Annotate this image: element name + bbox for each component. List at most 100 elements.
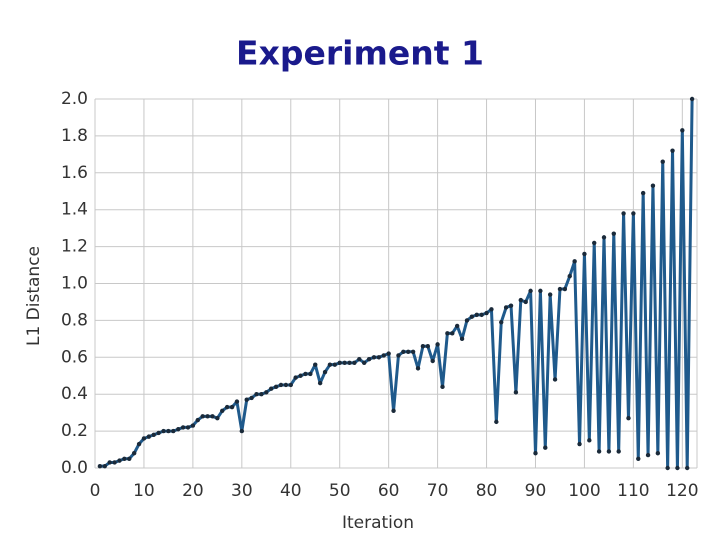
data-point: [97, 463, 103, 469]
data-point: [503, 305, 509, 310]
y-tick-label: 0.6: [61, 347, 88, 367]
data-point: [107, 460, 112, 465]
data-point: [205, 414, 210, 419]
data-point: [665, 465, 670, 471]
data-point: [474, 312, 479, 318]
data-point: [636, 456, 641, 461]
x-tick-label: 80: [476, 481, 498, 501]
x-tick-label: 60: [378, 481, 400, 501]
data-point: [499, 320, 504, 325]
data-point: [513, 390, 519, 395]
data-point: [215, 415, 220, 421]
y-tick-label: 1.2: [61, 237, 88, 257]
data-point: [264, 390, 269, 395]
data-point: [538, 288, 543, 294]
y-tick-label: 0.4: [61, 384, 88, 404]
data-point: [577, 441, 582, 447]
data-point: [268, 386, 274, 391]
data-point: [420, 344, 426, 349]
data-point: [102, 463, 107, 469]
data-point: [552, 377, 558, 382]
data-point: [381, 353, 386, 358]
data-point: [210, 414, 215, 419]
x-tick-label: 50: [329, 481, 351, 501]
data-point: [117, 458, 122, 463]
data-point: [131, 451, 137, 456]
data-point: [445, 331, 450, 336]
data-point: [621, 211, 626, 216]
data-point: [508, 303, 514, 308]
data-point: [151, 432, 156, 437]
data-point: [680, 128, 685, 133]
data-point: [259, 392, 264, 397]
data-point: [347, 360, 352, 366]
data-point: [185, 425, 191, 430]
data-point: [543, 445, 548, 450]
data-point: [298, 373, 303, 378]
x-tick-label: 20: [182, 481, 204, 501]
data-point: [425, 344, 431, 349]
y-tick-label: 0.8: [61, 310, 88, 330]
data-point: [229, 404, 235, 410]
data-point: [322, 369, 328, 375]
data-point: [127, 456, 132, 461]
x-tick-label: 10: [133, 481, 155, 501]
y-tick-label: 1.0: [61, 274, 88, 294]
x-tick-label: 120: [666, 481, 698, 501]
data-point: [464, 318, 470, 323]
data-point: [689, 96, 695, 102]
data-point: [562, 286, 568, 292]
data-point: [122, 456, 127, 461]
data-point: [220, 408, 225, 414]
data-point: [313, 362, 318, 367]
data-point: [327, 362, 333, 367]
data-point: [180, 425, 186, 430]
data-point: [249, 395, 254, 401]
data-point: [278, 382, 284, 388]
data-point: [626, 415, 631, 421]
data-point: [401, 349, 406, 354]
data-point: [171, 428, 176, 434]
data-point: [567, 273, 572, 279]
data-point: [396, 353, 401, 358]
x-tick-label: 40: [280, 481, 302, 501]
data-point: [317, 380, 323, 386]
data-point: [596, 449, 602, 454]
data-point: [655, 451, 661, 456]
data-point: [283, 382, 289, 388]
data-point: [386, 351, 391, 356]
data-point: [176, 427, 181, 432]
data-point: [234, 399, 240, 404]
data-point: [200, 414, 205, 419]
data-point: [650, 183, 656, 188]
data-point: [161, 428, 166, 434]
data-point: [489, 307, 494, 312]
data-point: [141, 436, 147, 441]
data-point: [675, 465, 680, 471]
data-point: [459, 336, 465, 342]
data-point: [332, 362, 338, 367]
data-point: [479, 312, 484, 318]
data-point: [631, 211, 636, 216]
data-point: [415, 366, 421, 371]
data-point: [308, 371, 313, 377]
data-point: [518, 297, 524, 303]
data-point: [484, 310, 489, 316]
data-point: [494, 419, 499, 425]
data-point: [156, 430, 161, 436]
data-point: [430, 358, 435, 364]
data-point: [611, 231, 616, 236]
data-point: [376, 355, 382, 360]
data-point: [288, 382, 293, 388]
data-point: [410, 349, 416, 354]
data-point: [557, 286, 563, 292]
data-point: [244, 397, 249, 402]
data-point: [361, 360, 367, 366]
data-point: [371, 355, 377, 360]
y-tick-label: 2.0: [61, 89, 88, 109]
x-tick-label: 70: [427, 481, 449, 501]
data-point: [342, 360, 347, 366]
data-point: [454, 323, 460, 329]
data-point: [601, 235, 607, 240]
x-tick-label: 90: [525, 481, 547, 501]
